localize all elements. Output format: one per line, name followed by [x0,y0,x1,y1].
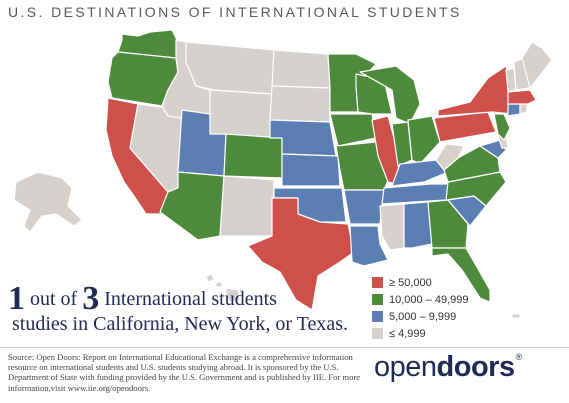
tagline-line-2: studies in California, New York, or Texa… [12,313,348,335]
legend: ≥ 50,000 10,000 – 49,999 5,000 – 9,999 ≤… [372,274,469,342]
legend-label-tier2: 10,000 – 49,999 [389,293,469,306]
state-new-mexico [219,175,275,237]
tagline-line-1: 1 out of 3 International students [8,282,348,316]
tagline: 1 out of 3 International students studie… [8,282,348,336]
state-texas [247,197,355,311]
legend-label-tier4: ≤ 4,999 [389,327,426,340]
tagline-rest: International students [99,288,277,310]
logo-text-doors: doors [436,351,516,383]
tagline-out-of: out of [25,288,83,310]
state-mississippi [379,203,405,251]
state-massachusetts [507,89,537,105]
state-iowa [329,113,377,147]
state-kansas [281,153,341,187]
legend-item-tier3: 5,000 – 9,999 [372,308,469,325]
legend-swatch-tier2 [372,294,383,305]
tagline-number-3: 3 [82,280,100,317]
island-marker [511,313,521,319]
state-north-dakota [271,49,331,89]
source-note: Source: Open Doors: Report on Internatio… [8,352,361,393]
opendoors-logo: opendoors® [374,351,522,384]
state-maryland [479,139,507,159]
state-michigan [359,65,421,125]
footer-divider [0,347,569,348]
state-wyoming [209,89,273,139]
legend-swatch-tier1 [372,277,383,288]
state-new-jersey [493,113,511,141]
legend-item-tier4: ≤ 4,999 [372,325,469,342]
state-montana [185,41,275,95]
state-ohio [407,115,441,165]
state-arkansas [343,189,385,225]
state-pennsylvania [433,111,497,143]
logo-text-open: open [374,351,437,383]
state-alaska [13,171,83,233]
state-new-york [437,65,517,117]
state-alabama [403,201,433,249]
legend-label-tier1: ≥ 50,000 [389,276,432,289]
state-maine [521,41,553,89]
state-rhode-island [519,103,528,115]
state-west-virginia [435,143,465,171]
tagline-number-1: 1 [8,280,25,317]
legend-item-tier2: 10,000 – 49,999 [372,291,469,308]
legend-item-tier1: ≥ 50,000 [372,274,469,291]
map-title: U.S. DESTINATIONS OF INTERNATIONAL STUDE… [8,4,462,20]
state-hawaii [205,273,241,303]
legend-label-tier3: 5,000 – 9,999 [389,310,457,323]
legend-swatch-tier3 [372,311,383,322]
state-florida [431,247,491,303]
state-louisiana [349,225,389,267]
registered-mark: ® [515,352,523,362]
state-south-dakota [269,85,331,123]
legend-swatch-tier4 [372,328,383,339]
state-colorado [223,133,283,179]
state-kentucky [391,159,449,187]
state-connecticut [507,103,521,117]
